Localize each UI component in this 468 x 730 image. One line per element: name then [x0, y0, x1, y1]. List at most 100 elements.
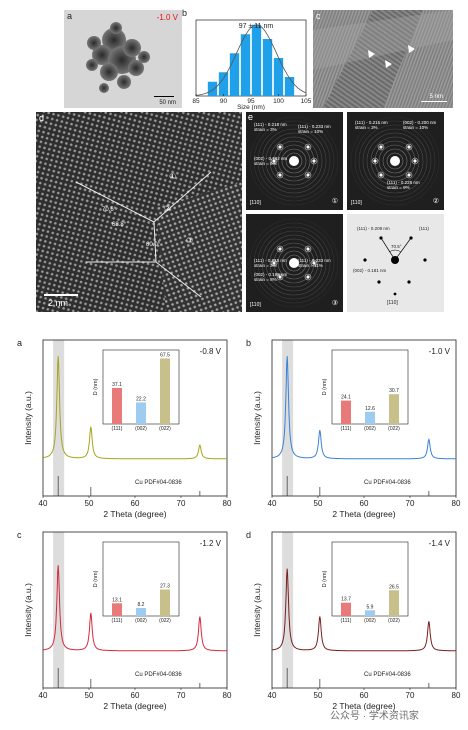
potential-label: -1.0 V	[156, 13, 178, 22]
zone-axis-label: [110]	[351, 200, 362, 206]
inset-y-label: D (nm)	[322, 570, 328, 587]
inset-bar	[112, 603, 122, 616]
x-axis-label: 2 Theta (degree)	[332, 701, 395, 711]
fft-ring	[285, 254, 303, 272]
inset-category-label: (002)	[364, 426, 376, 432]
panel-label-b-top: b	[182, 8, 188, 18]
inset-category-label: (022)	[159, 618, 171, 624]
fft-text: (002) - 0.192 nm	[254, 156, 288, 161]
x-tick-label: 50	[85, 691, 94, 700]
fft-spot	[312, 261, 316, 265]
histogram-bar	[273, 58, 284, 96]
panel-label-d: d	[39, 113, 45, 123]
fft-spot	[278, 145, 282, 149]
angle-label-1: 70.6°	[102, 207, 117, 213]
fft-ring	[269, 136, 319, 186]
fft-ring	[249, 218, 339, 308]
fft-spot-marker	[304, 245, 312, 253]
x-tick-label: 40	[39, 499, 48, 508]
panel-label-d: d	[246, 530, 251, 540]
fft-spot-marker	[276, 143, 284, 151]
fft-ring	[358, 124, 432, 198]
fft-spot	[379, 173, 383, 177]
xrd-curve	[271, 356, 456, 460]
fft-spot-marker	[405, 143, 413, 151]
fft-spot-marker	[310, 157, 318, 165]
fft-text: strain = 3%	[254, 263, 277, 268]
inset-category-label: (022)	[388, 426, 400, 432]
fft-ring	[253, 222, 335, 304]
fft-text: strain = 8%	[254, 277, 277, 282]
fft-text: strain = 3%	[355, 125, 378, 130]
fft-ring	[277, 246, 311, 280]
y-axis-label: Intensity (a.u.)	[23, 391, 33, 445]
zone-axis-label: [110]	[250, 302, 261, 308]
inset-bar	[365, 610, 375, 616]
x-tick-label: 100	[273, 98, 284, 105]
fft-text: (111) - 0.215 nm	[254, 258, 287, 263]
scale-bar	[154, 95, 174, 97]
fft-ring	[362, 128, 428, 194]
hrtem-lattice-image	[36, 112, 242, 312]
inset-category-label: (002)	[135, 618, 147, 624]
fft-spot-marker	[377, 143, 385, 151]
fft-ring	[281, 250, 307, 276]
hrtem-lattice-panel: d ① ② ③ 70.6° 68.8° 60.0° 2 nm	[36, 112, 242, 312]
histogram-bar	[284, 77, 295, 96]
fft-text: (111) - 0.233 nm	[298, 258, 331, 263]
scale-bar	[44, 294, 78, 296]
reference-label: Cu PDF#04-0836	[364, 672, 411, 678]
fft-spot	[278, 247, 282, 251]
x-tick-label: 70	[406, 691, 415, 700]
fft-spot-marker	[411, 157, 419, 165]
fft-spot	[407, 173, 411, 177]
inset-value-label: 30.7	[389, 388, 399, 394]
fft-ring	[354, 120, 436, 202]
fft-ring	[265, 132, 323, 190]
x-tick-label: 60	[131, 691, 140, 700]
fft-spot	[272, 261, 276, 265]
histogram-bar	[251, 24, 262, 96]
fft-panel-3: (111) - 0.215 nm strain = 3% (111) - 0.2…	[246, 214, 343, 312]
y-axis-label: Intensity (a.u.)	[23, 583, 33, 637]
inset-value-label: 27.3	[160, 583, 170, 589]
fft-spot-marker	[304, 171, 312, 179]
inset-bar	[389, 590, 399, 616]
highlight-region	[282, 532, 294, 688]
inset-bar	[160, 589, 170, 616]
x-tick-label: 50	[314, 691, 323, 700]
fft-spot-marker	[304, 273, 312, 281]
inset-y-label: D (nm)	[93, 570, 99, 587]
fft-index: ③	[331, 300, 338, 307]
fft-text: (111) - 0.228 nm	[387, 180, 420, 185]
histogram-bar	[240, 34, 251, 96]
fft-text: (111) - 0.218 nm	[254, 122, 287, 127]
fft-index: ①	[331, 198, 338, 205]
xrd-svg: Cu PDF#04-0836 40 50 60 70 80 2 Theta (degree)…	[17, 338, 232, 519]
fft-text: (002) - 0.181 nm	[353, 268, 387, 273]
fft-ring	[366, 132, 424, 190]
inset-bar	[389, 394, 399, 424]
fft-ring	[249, 116, 339, 206]
fft-text: (002) - 0.200 nm	[403, 120, 437, 125]
fft-index: ②	[432, 198, 439, 205]
fft-spot	[407, 145, 411, 149]
zone-axis-label: [110]	[387, 300, 398, 306]
fft-spot-marker	[276, 273, 284, 281]
fft-ring	[269, 238, 319, 288]
size-histogram-panel: 85 90 95 100 105 Size (nm) 97 ± 11 nm b	[182, 8, 312, 110]
panel-label-e: e	[248, 112, 254, 122]
fft-center-spot	[390, 156, 400, 166]
fft-spot-marker	[270, 259, 278, 267]
y-axis-label: Intensity (a.u.)	[252, 583, 262, 637]
fft-spot-marker	[405, 171, 413, 179]
fft-text: strain = 9%	[387, 185, 410, 190]
x-tick-label: 70	[177, 691, 186, 700]
potential-label: -1.0 V	[429, 347, 451, 356]
highlight-region	[53, 340, 65, 496]
inset-bar	[341, 602, 351, 616]
inset-value-label: 13.1	[112, 597, 122, 603]
inset-value-label: 12.6	[365, 406, 375, 412]
xrd-curve	[42, 356, 227, 460]
x-tick-label: 90	[220, 98, 228, 105]
